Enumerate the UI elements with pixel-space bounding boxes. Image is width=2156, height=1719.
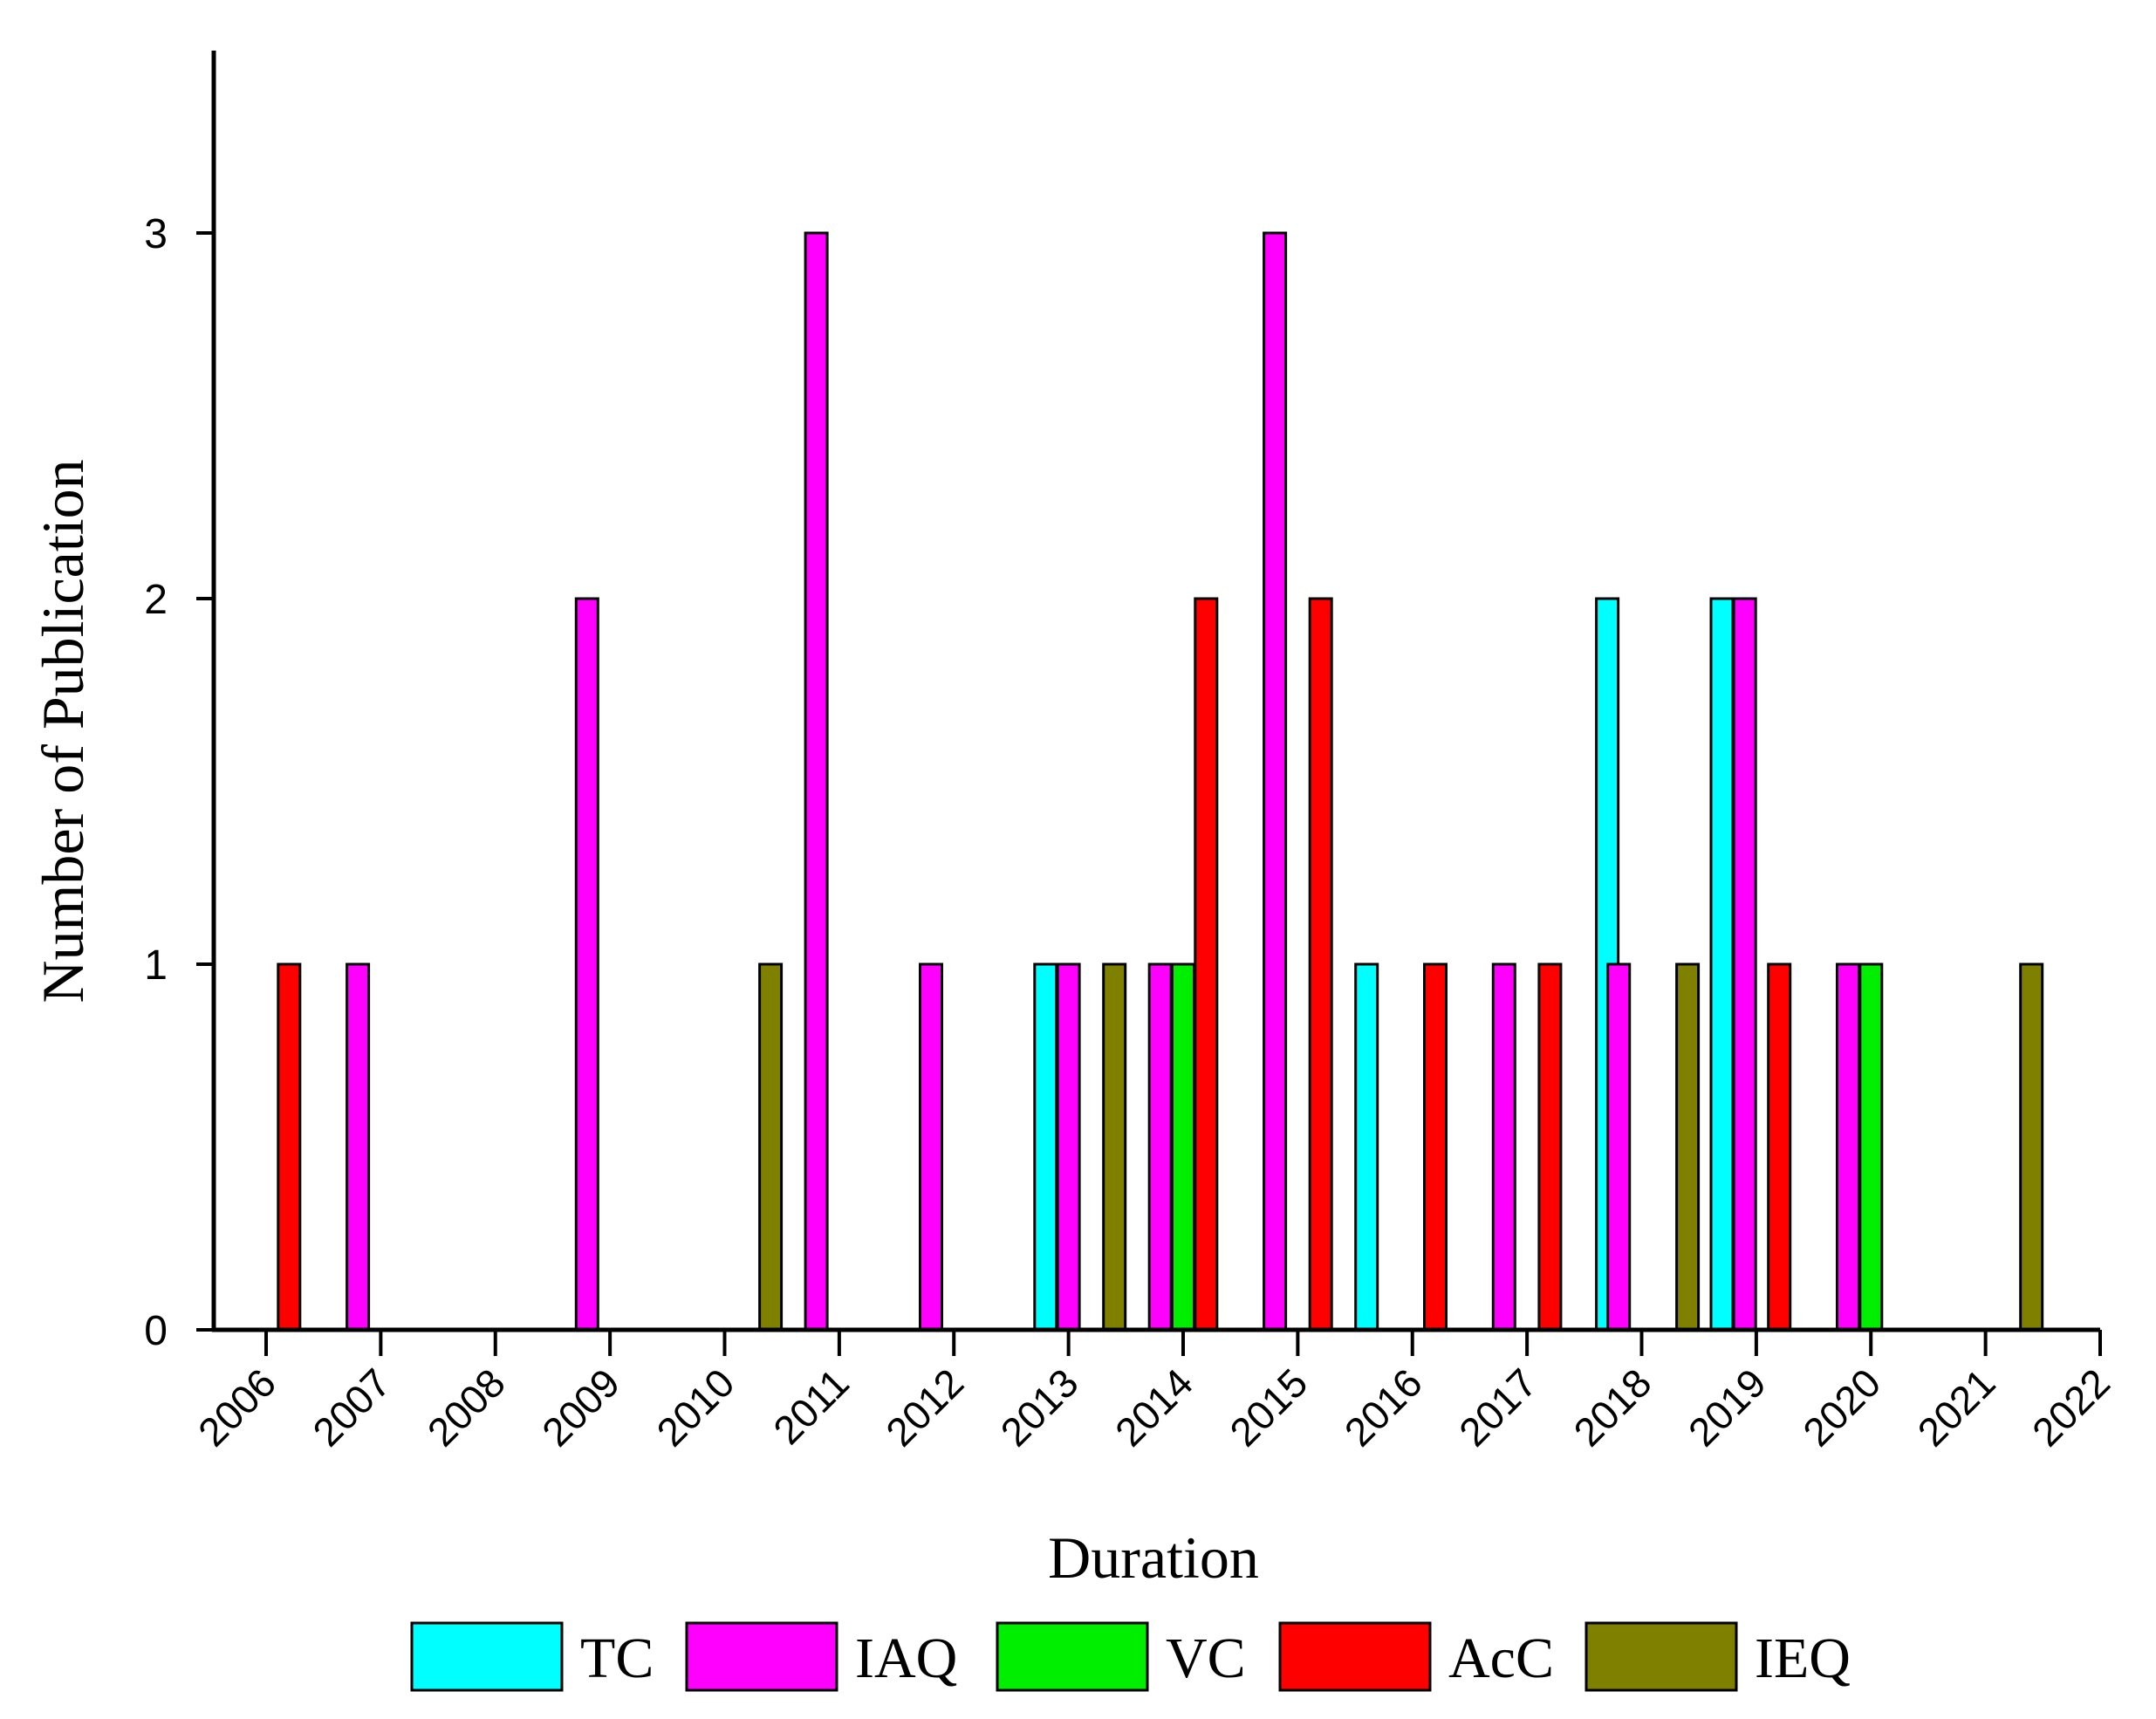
legend-swatch-acc bbox=[1278, 1621, 1432, 1692]
bar-iaq-2011 bbox=[919, 962, 943, 1332]
x-tick-label: 2019 bbox=[1680, 1359, 1775, 1455]
bar-acc-2014 bbox=[1194, 597, 1219, 1332]
bar-ieq-2013 bbox=[1102, 962, 1127, 1332]
x-ticks: 2006 2007 2008 2009 2010 2011 2012 2013 2014 2015… bbox=[189, 1330, 2118, 1455]
bar-iaq-2006 bbox=[346, 962, 371, 1332]
y-axis-title: Number of Publication bbox=[30, 459, 96, 1003]
legend-label-ieq: IEQ bbox=[1755, 1627, 1851, 1690]
bar-ieq-2021 bbox=[2019, 962, 2044, 1332]
bar-vc-2014 bbox=[1171, 962, 1195, 1332]
x-tick-label: 2010 bbox=[647, 1359, 743, 1455]
x-tick-label: 2014 bbox=[1106, 1359, 1201, 1455]
legend-swatch-vc bbox=[996, 1621, 1149, 1692]
x-tick-label: 2020 bbox=[1794, 1359, 1889, 1455]
legend-label-tc: TC bbox=[580, 1627, 654, 1690]
bar-iaq-2018 bbox=[1732, 597, 1757, 1332]
legend-label-iaq: IAQ bbox=[855, 1627, 957, 1690]
x-tick-label: 2012 bbox=[877, 1359, 972, 1455]
legend-label-vc: VC bbox=[1166, 1627, 1246, 1690]
bar-iaq-2008 bbox=[574, 597, 599, 1332]
x-tick-label: 2022 bbox=[2023, 1359, 2118, 1455]
x-axis-title: Duration bbox=[1048, 1524, 1259, 1591]
legend-label-acc: AcC bbox=[1448, 1627, 1554, 1690]
legend-swatch-iaq bbox=[685, 1621, 838, 1692]
x-tick-label: 2015 bbox=[1221, 1359, 1316, 1455]
y-tick-label: 2 bbox=[144, 577, 168, 623]
bar-tc-2018 bbox=[1709, 597, 1735, 1332]
x-tick-label: 2006 bbox=[189, 1359, 284, 1455]
bar-ieq-2018 bbox=[1675, 962, 1701, 1332]
x-tick-label: 2021 bbox=[1909, 1359, 2004, 1455]
y-tick-label: 0 bbox=[144, 1308, 168, 1354]
bar-iaq-2010 bbox=[804, 231, 829, 1332]
bar-tc-2015 bbox=[1354, 962, 1379, 1332]
bar-ieq-2010 bbox=[758, 962, 784, 1332]
x-tick-label: 2009 bbox=[533, 1359, 628, 1455]
x-tick-label: 2018 bbox=[1564, 1359, 1660, 1455]
legend: TC IAQ VC AcC IEQ bbox=[410, 1621, 1851, 1692]
bar-vc-2020 bbox=[1858, 962, 1884, 1332]
bar-iaq-2016 bbox=[1491, 962, 1516, 1332]
bar-iaq-2017 bbox=[1606, 962, 1632, 1332]
bar-acc-2019 bbox=[1767, 962, 1792, 1332]
x-tick-label: 2008 bbox=[419, 1359, 514, 1455]
y-ticks: 0 1 2 3 bbox=[144, 211, 214, 1354]
bar-iaq-2019 bbox=[1836, 962, 1860, 1332]
bar-acc-2016 bbox=[1423, 962, 1448, 1332]
x-tick-label: 2017 bbox=[1450, 1359, 1545, 1455]
y-tick-label: 3 bbox=[144, 211, 168, 257]
bar-tc-2012 bbox=[1033, 962, 1058, 1332]
bar-acc-2017 bbox=[1537, 962, 1563, 1332]
legend-swatch-ieq bbox=[1584, 1621, 1738, 1692]
bar-iaq-2013 bbox=[1147, 962, 1173, 1332]
bars-layer bbox=[277, 231, 2044, 1332]
legend-swatch-tc bbox=[410, 1621, 564, 1692]
axes-layer bbox=[211, 51, 2100, 1332]
x-tick-label: 2011 bbox=[764, 1359, 858, 1453]
bar-acc-2006 bbox=[277, 962, 302, 1332]
x-tick-label: 2007 bbox=[304, 1359, 399, 1455]
bar-iaq-2014 bbox=[1263, 231, 1288, 1332]
y-tick-label: 1 bbox=[144, 942, 168, 989]
x-tick-label: 2016 bbox=[1336, 1359, 1431, 1455]
bar-iaq-2013 bbox=[1056, 962, 1081, 1332]
bar-acc-2015 bbox=[1308, 597, 1333, 1332]
x-tick-label: 2013 bbox=[992, 1359, 1087, 1455]
